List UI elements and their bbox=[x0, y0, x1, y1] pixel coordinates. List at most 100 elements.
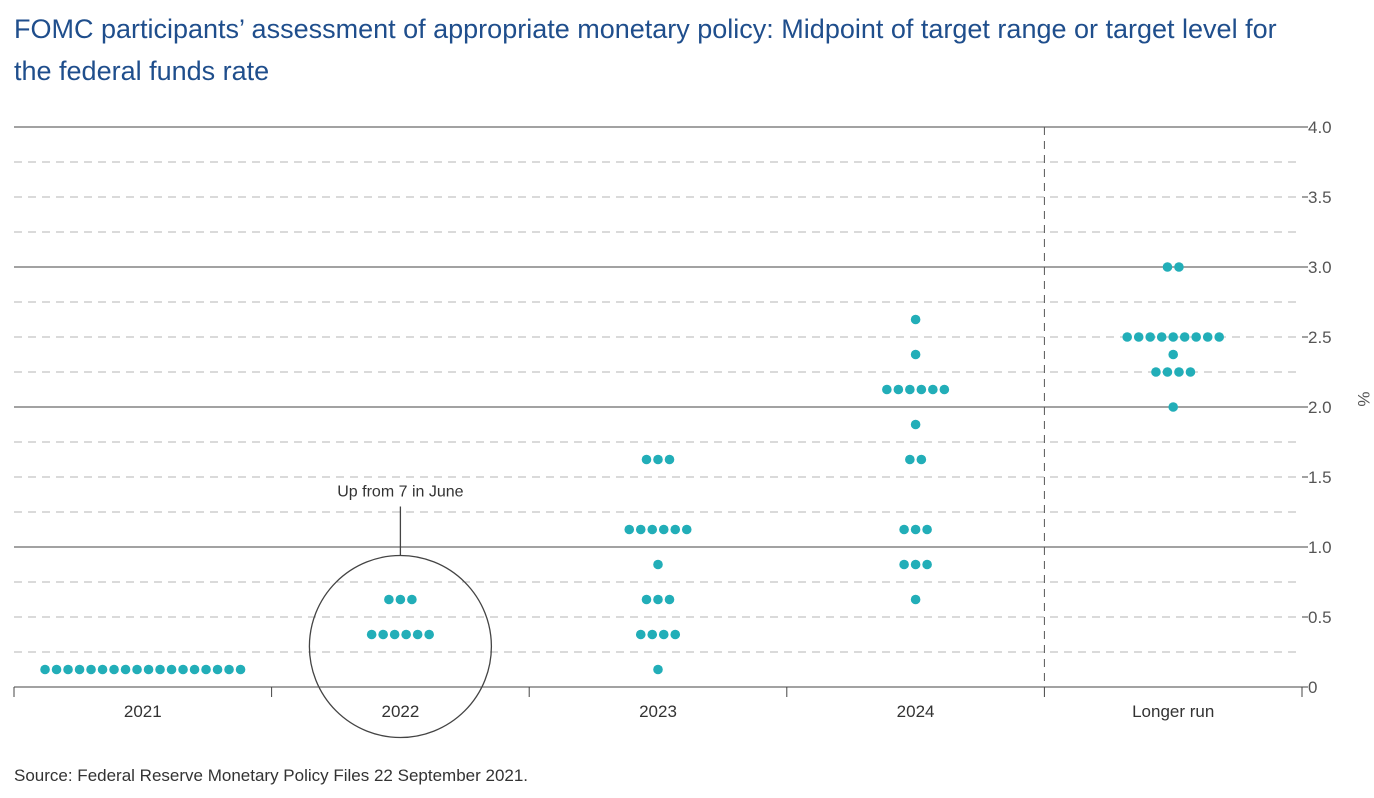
category-label: 2024 bbox=[897, 702, 935, 721]
dot bbox=[212, 664, 223, 675]
dot bbox=[916, 384, 927, 395]
dot bbox=[1168, 332, 1178, 342]
dot bbox=[635, 524, 646, 535]
dot bbox=[939, 384, 950, 395]
dot bbox=[664, 594, 675, 605]
dot bbox=[922, 559, 932, 570]
dot bbox=[1202, 332, 1213, 342]
dot bbox=[899, 524, 909, 535]
dot bbox=[424, 629, 434, 640]
dot bbox=[928, 384, 938, 395]
y-tick-label: 2.5 bbox=[1308, 328, 1332, 347]
dot bbox=[389, 629, 400, 640]
dot bbox=[664, 454, 675, 465]
dot bbox=[86, 664, 96, 675]
dot bbox=[366, 629, 377, 640]
dot bbox=[1145, 332, 1155, 342]
x-axis-category-labels: 2021 2022 2023 2024 Longer run bbox=[124, 702, 1214, 721]
dot bbox=[109, 664, 119, 675]
dot bbox=[412, 629, 423, 640]
dot bbox=[132, 664, 142, 675]
y-tick-label: 2.0 bbox=[1308, 398, 1332, 417]
dot bbox=[910, 419, 921, 430]
dot bbox=[1179, 332, 1190, 342]
dot bbox=[653, 559, 663, 570]
dot bbox=[1151, 367, 1161, 377]
dot bbox=[1168, 349, 1178, 360]
category-label: 2021 bbox=[124, 702, 162, 721]
category-label: Longer run bbox=[1132, 702, 1214, 721]
dot bbox=[401, 629, 411, 640]
dot bbox=[910, 594, 921, 605]
x-axis bbox=[13, 686, 1303, 697]
dot bbox=[178, 664, 188, 675]
y-tick-label: 4.0 bbox=[1308, 118, 1332, 137]
dot bbox=[378, 629, 388, 640]
dot bbox=[905, 384, 915, 395]
dot bbox=[1174, 367, 1184, 377]
dot bbox=[1122, 332, 1132, 342]
annotation-label: Up from 7 in June bbox=[337, 484, 463, 501]
dot bbox=[899, 559, 909, 570]
gridlines bbox=[14, 126, 1302, 687]
y-axis-label: % bbox=[1354, 391, 1373, 406]
dot bbox=[635, 629, 646, 640]
dot bbox=[201, 664, 211, 675]
dot bbox=[1214, 332, 1224, 342]
dot bbox=[653, 454, 663, 465]
dot bbox=[910, 349, 921, 360]
dot bbox=[905, 454, 915, 465]
dot bbox=[670, 629, 681, 640]
dot bbox=[658, 524, 669, 535]
dot bbox=[1162, 367, 1173, 377]
y-tick-label: 1.5 bbox=[1308, 468, 1332, 487]
category-label: 2022 bbox=[381, 702, 419, 721]
dot bbox=[647, 629, 658, 640]
dot bbox=[189, 664, 200, 675]
dot bbox=[1162, 262, 1173, 272]
dot bbox=[74, 664, 85, 675]
dot bbox=[916, 454, 927, 465]
dot bbox=[120, 664, 131, 675]
dot bbox=[1191, 332, 1201, 342]
y-tick-label: 3.5 bbox=[1308, 188, 1332, 207]
annotation-group: Up from 7 in June bbox=[308, 484, 493, 739]
dot bbox=[407, 594, 417, 605]
dot bbox=[624, 524, 635, 535]
dot bbox=[1133, 332, 1144, 342]
dot bbox=[893, 384, 904, 395]
y-tick-label: 0 bbox=[1308, 678, 1317, 697]
dot bbox=[910, 524, 921, 535]
chart-title: FOMC participants’ assessment of appropr… bbox=[14, 14, 1277, 86]
dot bbox=[40, 664, 50, 675]
dot bbox=[681, 524, 692, 535]
dot bbox=[653, 594, 663, 605]
dot bbox=[670, 524, 681, 535]
category-label: 2023 bbox=[639, 702, 677, 721]
dot bbox=[1168, 402, 1178, 412]
source-note: Source: Federal Reserve Monetary Policy … bbox=[14, 766, 529, 785]
dot bbox=[641, 454, 652, 465]
dot bbox=[143, 664, 154, 675]
dot bbox=[882, 384, 892, 395]
dot bbox=[1174, 262, 1184, 272]
dot bbox=[155, 664, 165, 675]
y-tick-label: 1.0 bbox=[1308, 538, 1332, 557]
y-tick-label: 3.0 bbox=[1308, 258, 1332, 277]
dot bbox=[647, 524, 658, 535]
dot bbox=[922, 524, 932, 535]
dot bbox=[51, 664, 62, 675]
dot bbox=[224, 664, 234, 675]
y-tick-label: 0.5 bbox=[1308, 608, 1332, 627]
y-axis-ticks: 0 0.5 1.0 1.5 2.0 2.5 3.0 3.5 4.0 bbox=[1302, 118, 1332, 697]
dot bbox=[1185, 367, 1196, 377]
dot bbox=[658, 629, 669, 640]
dot bbox=[235, 664, 246, 675]
dot bbox=[910, 559, 921, 570]
dots-group bbox=[40, 262, 1224, 675]
dot bbox=[395, 594, 406, 605]
dot bbox=[653, 664, 663, 675]
dot bbox=[97, 664, 108, 675]
dot bbox=[641, 594, 652, 605]
